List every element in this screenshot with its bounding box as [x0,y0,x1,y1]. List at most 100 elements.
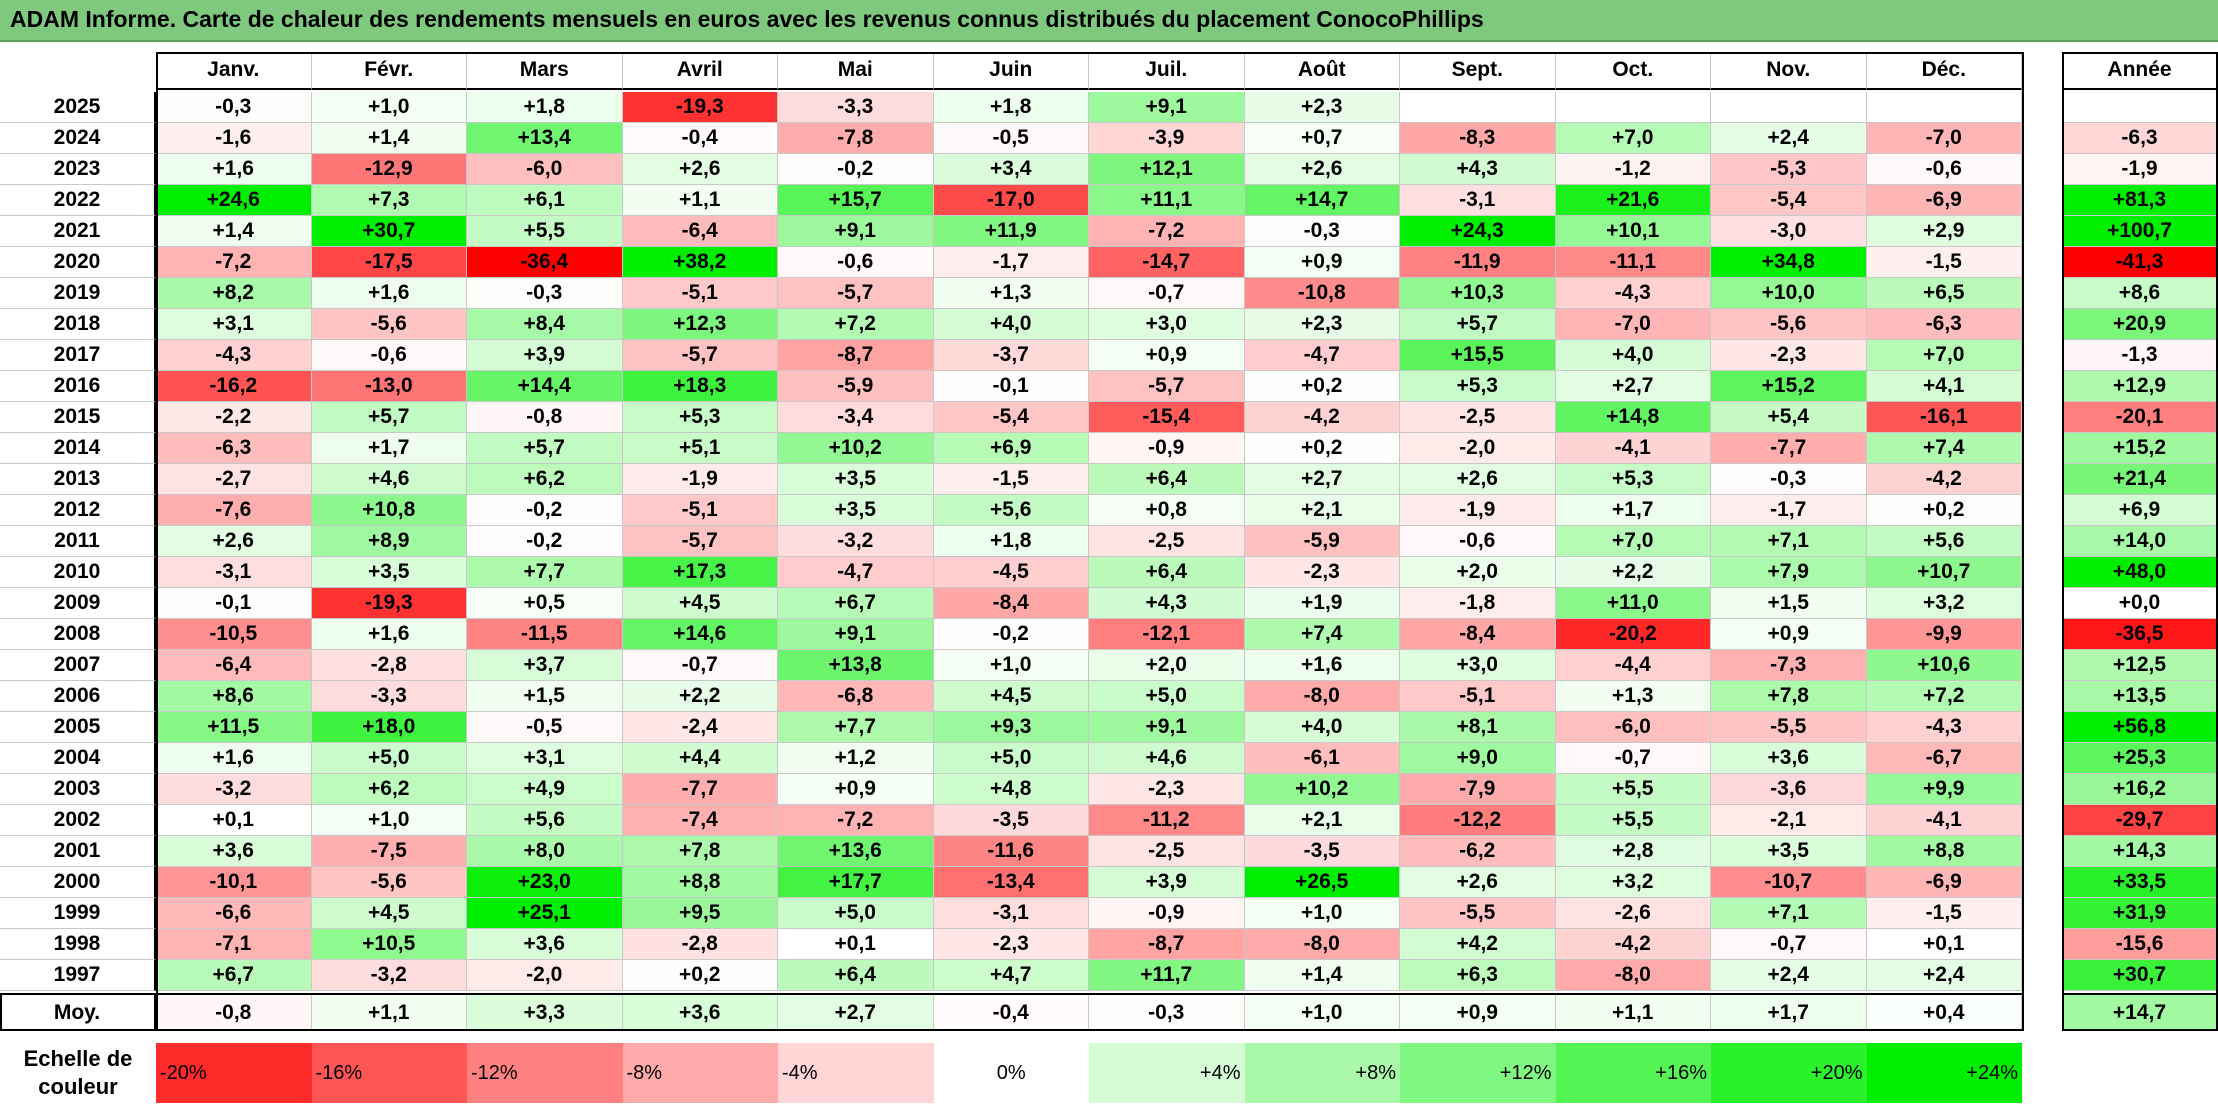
heatmap-cell: +2,0 [1089,650,1245,681]
heatmap-cell: +3,1 [156,309,312,340]
heatmap-cell: -0,7 [622,650,778,681]
heatmap-cell: -2,5 [1089,836,1245,867]
heatmap-cell: +2,7 [1244,464,1400,495]
color-scale-stop: +20% [1711,1043,1867,1103]
heatmap-cell: -2,3 [1711,340,1867,371]
heatmap-cell: +5,3 [622,402,778,433]
average-cell: -0,4 [933,995,1089,1031]
heatmap-cell: +10,6 [1866,650,2022,681]
heatmap-cell: +6,2 [467,464,623,495]
heatmap-cell: +5,6 [933,495,1089,526]
heatmap-cell: -1,9 [1400,495,1556,526]
heatmap-cell: +6,4 [1089,557,1245,588]
heatmap-cell: +0,9 [1089,340,1245,371]
color-scale-stop: +4% [1089,1043,1245,1103]
heatmap-cell: -17,0 [933,185,1089,216]
heatmap-cell: +21,6 [1555,185,1711,216]
annual-cell: +0,0 [2062,588,2218,619]
heatmap-cell: -6,3 [1866,309,2022,340]
heatmap-cell: -6,8 [778,681,934,712]
heatmap-cell: +2,6 [622,154,778,185]
heatmap-cell: +5,7 [467,433,623,464]
annual-cell [2062,92,2218,123]
heatmap-cell: +5,3 [1555,464,1711,495]
heatmap-cell: -13,0 [311,371,467,402]
heatmap-cell: -1,7 [933,247,1089,278]
heatmap-cell: +1,4 [156,216,312,247]
heatmap-cell: -6,7 [1866,743,2022,774]
heatmap-cell: -7,2 [778,805,934,836]
heatmap-cell: +10,5 [311,929,467,960]
average-cell: -0,8 [156,995,312,1031]
heatmap-cell: +17,7 [778,867,934,898]
heatmap-cell: +2,8 [1555,836,1711,867]
heatmap-cell: -4,3 [1555,278,1711,309]
heatmap-cell: +2,3 [1244,309,1400,340]
heatmap-cell: +4,0 [933,309,1089,340]
heatmap-cell: +7,8 [622,836,778,867]
color-scale-stop: +16% [1555,1043,1711,1103]
heatmap-cell: -0,3 [467,278,623,309]
heatmap-cell: -7,1 [156,929,312,960]
heatmap-cell: +1,0 [933,650,1089,681]
heatmap-cell: +2,4 [1866,960,2022,991]
month-header: Oct. [1555,52,1711,90]
month-header: Janv. [156,52,312,90]
annual-cell: +48,0 [2062,557,2218,588]
year-label: 2008 [0,619,156,650]
heatmap-cell: -2,3 [1089,774,1245,805]
average-annual-cell: +14,7 [2062,995,2218,1031]
chart-title: ADAM Informe. Carte de chaleur des rende… [10,6,1484,32]
heatmap-cell: -1,2 [1555,154,1711,185]
year-label: 2003 [0,774,156,805]
average-cell: +1,1 [1555,995,1711,1031]
heatmap-cell: -8,0 [1244,681,1400,712]
heatmap-cell: +3,5 [311,557,467,588]
color-scale-stop: -4% [778,1043,934,1103]
heatmap-cell: -4,5 [933,557,1089,588]
heatmap-cell: +4,8 [933,774,1089,805]
heatmap-cell: -12,2 [1400,805,1556,836]
heatmap-cell: -2,8 [311,650,467,681]
year-label: 2009 [0,588,156,619]
heatmap-cell: +1,4 [311,123,467,154]
year-label: 2001 [0,836,156,867]
heatmap-cell: +9,1 [778,216,934,247]
heatmap-cell: +3,9 [467,340,623,371]
heatmap-cell: -0,8 [467,402,623,433]
heatmap-cell: -6,6 [156,898,312,929]
heatmap-cell: +11,5 [156,712,312,743]
heatmap-cell: -0,7 [1089,278,1245,309]
annual-cell: -29,7 [2062,805,2218,836]
heatmap-cell: +7,0 [1555,526,1711,557]
heatmap-cell: +0,1 [1866,929,2022,960]
heatmap-cell: +6,5 [1866,278,2022,309]
heatmap-cell: -19,3 [311,588,467,619]
year-label: 2017 [0,340,156,371]
year-label: 2015 [0,402,156,433]
heatmap-cell: +8,8 [1866,836,2022,867]
heatmap-cell: +5,5 [1555,805,1711,836]
year-label: 2012 [0,495,156,526]
heatmap-cell: -1,5 [1866,898,2022,929]
average-cell: +0,9 [1400,995,1556,1031]
heatmap-cell: -3,3 [311,681,467,712]
heatmap-cell: -6,4 [156,650,312,681]
heatmap-cell: +1,0 [311,92,467,123]
month-header: Avril [622,52,778,90]
heatmap-cell: +6,1 [467,185,623,216]
heatmap-cell: +1,6 [156,154,312,185]
average-cell: +0,4 [1866,995,2022,1031]
heatmap-cell: +5,5 [467,216,623,247]
heatmap-cell: +7,7 [778,712,934,743]
heatmap-cell: -3,1 [156,557,312,588]
heatmap-cell: -2,4 [622,712,778,743]
heatmap-cell: +7,2 [1866,681,2022,712]
heatmap-cell: -10,8 [1244,278,1400,309]
heatmap-cell: +38,2 [622,247,778,278]
heatmap-cell: -2,5 [1400,402,1556,433]
heatmap-cell: +7,7 [467,557,623,588]
heatmap-cell: +23,0 [467,867,623,898]
heatmap-cell: +1,3 [1555,681,1711,712]
annual-cell: +100,7 [2062,216,2218,247]
